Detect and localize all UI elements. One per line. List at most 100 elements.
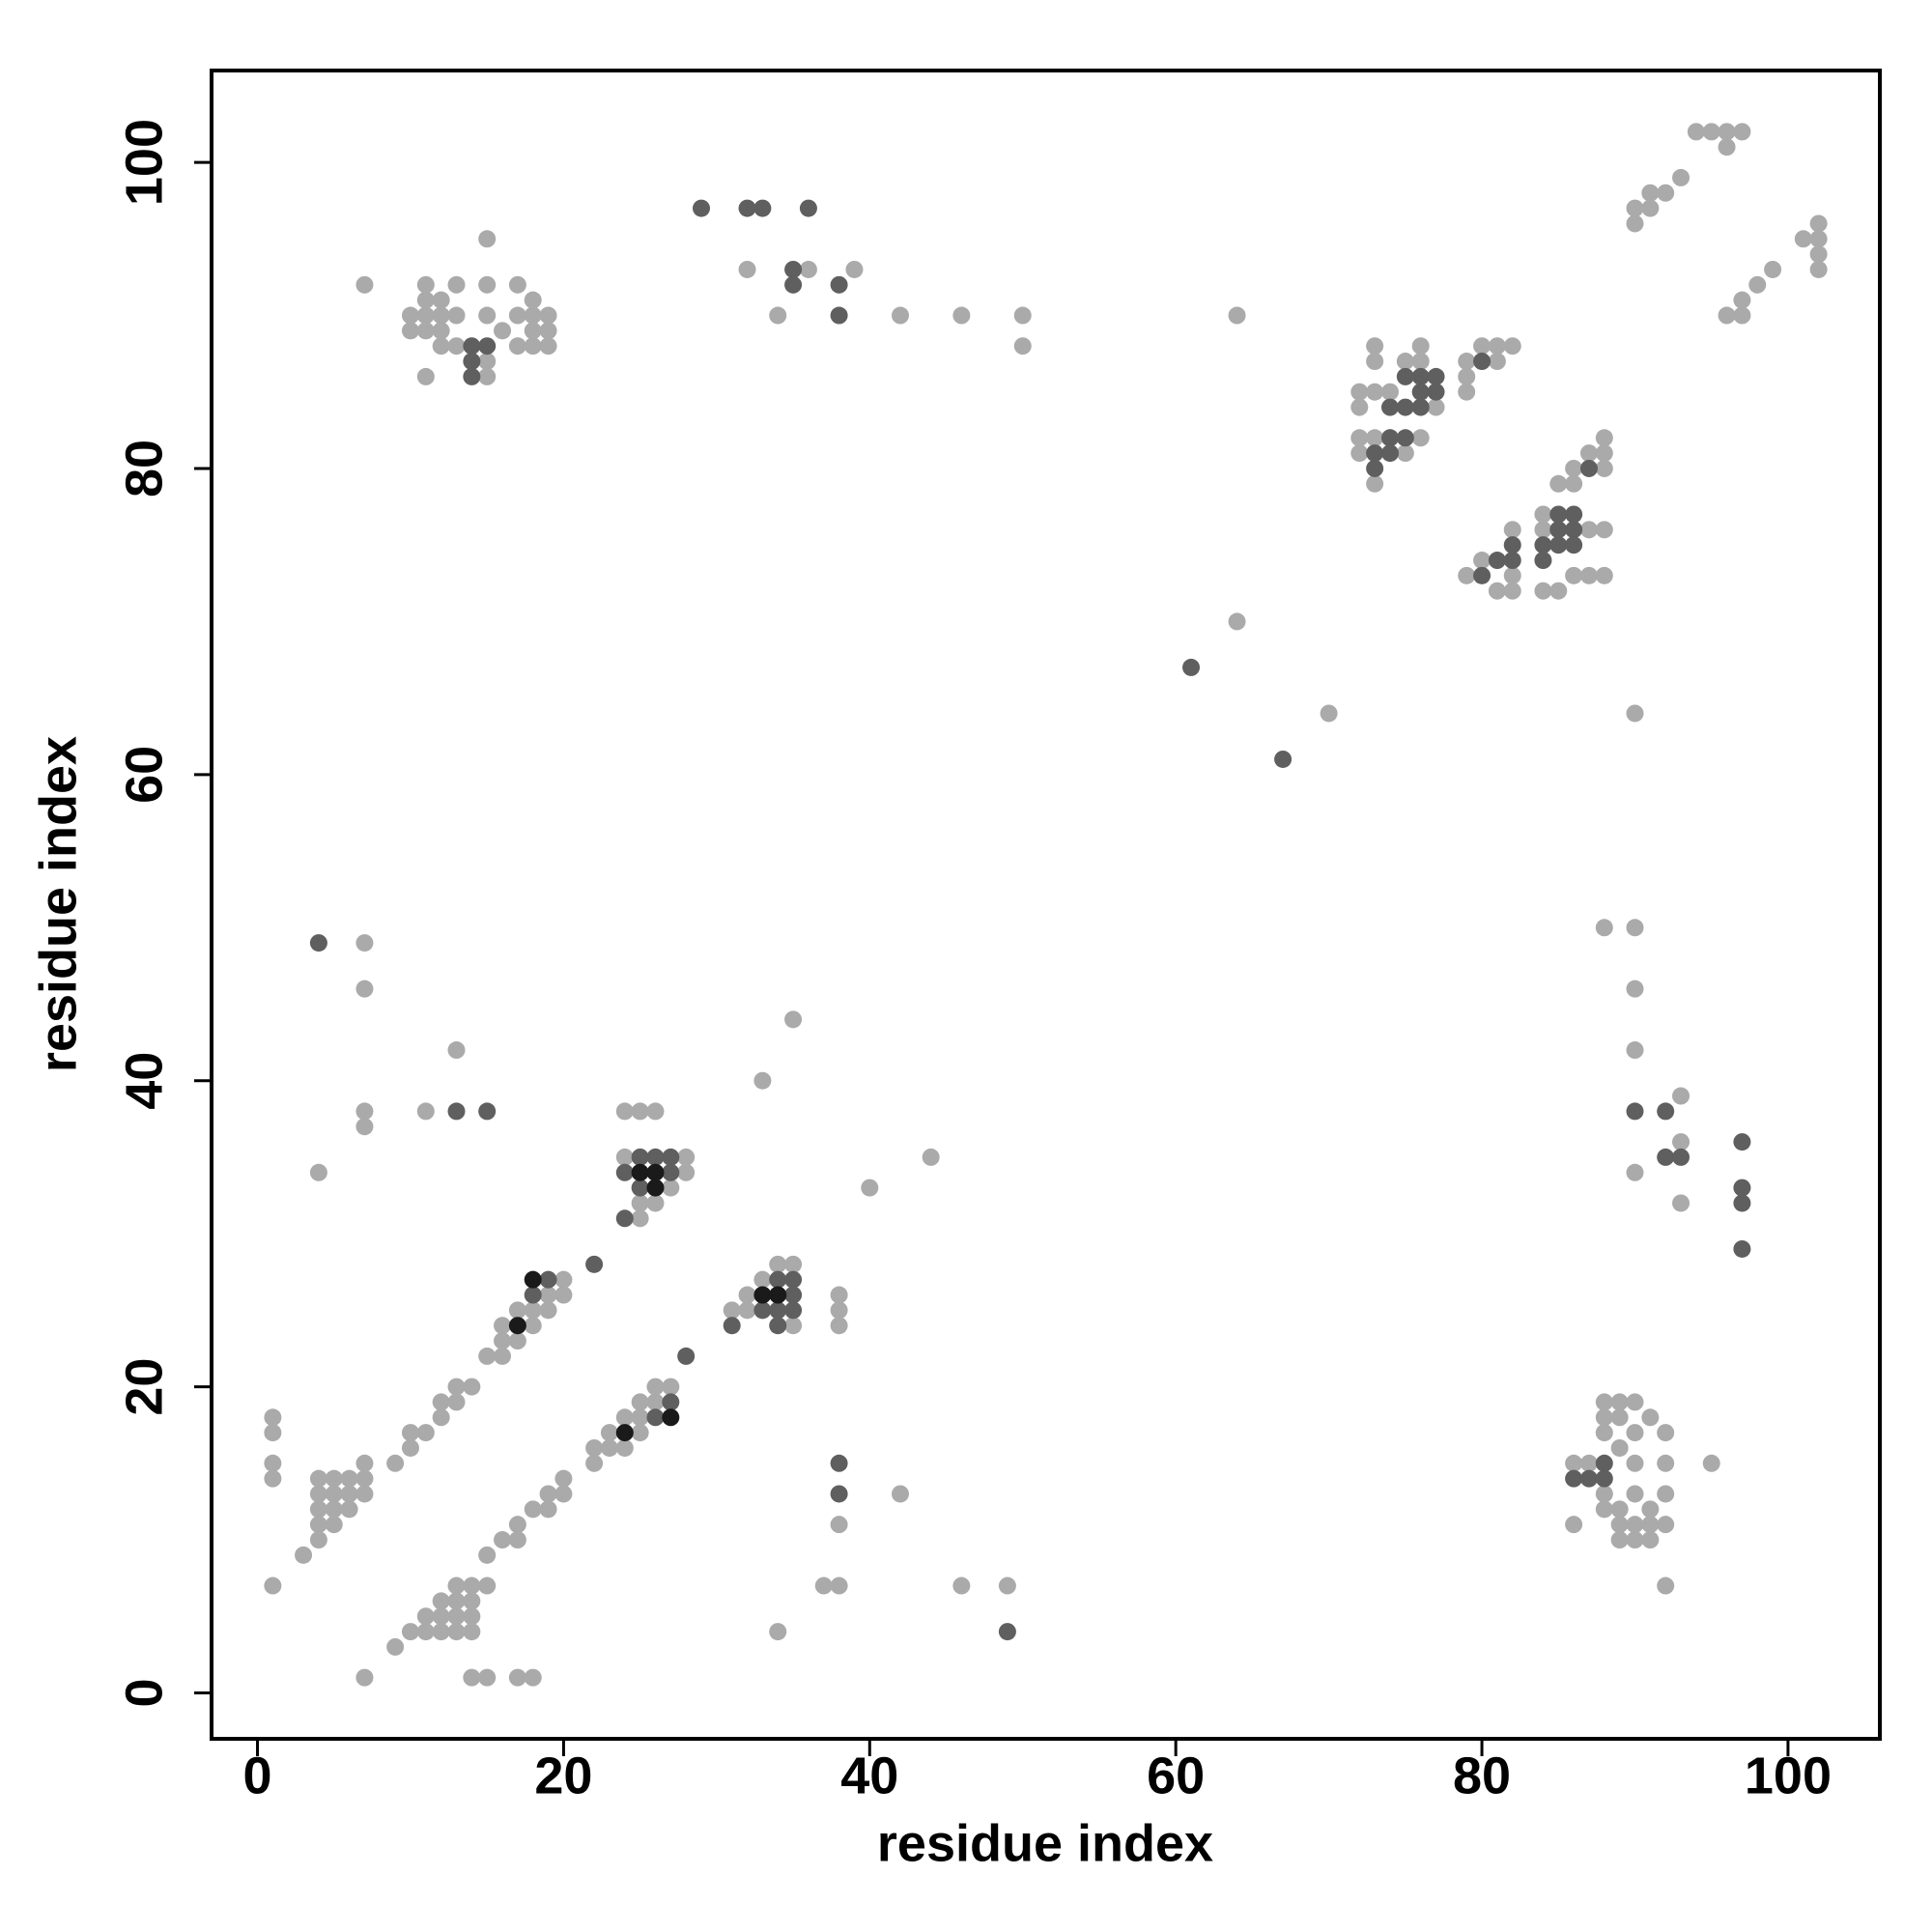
contact-point: [1672, 168, 1690, 186]
contact-point: [799, 199, 817, 217]
contact-point: [1626, 199, 1644, 217]
contact-point: [355, 275, 374, 294]
contact-point: [539, 1286, 557, 1304]
contact-point: [1733, 1133, 1751, 1151]
contact-point: [1610, 1516, 1629, 1534]
contact-point: [646, 1102, 665, 1121]
contact-point: [631, 1393, 649, 1411]
contact-point: [585, 1438, 604, 1457]
contact-point: [1549, 505, 1568, 524]
contact-point: [264, 1424, 282, 1442]
contact-point: [1427, 383, 1445, 401]
contact-point: [1626, 1393, 1644, 1411]
contact-point: [309, 1531, 327, 1549]
contact-point: [1657, 1454, 1675, 1472]
contact-point: [524, 1668, 542, 1687]
contact-point: [631, 1163, 649, 1181]
contact-point: [1641, 1408, 1660, 1427]
contact-point: [432, 306, 450, 325]
contact-point: [432, 1408, 450, 1427]
contact-point: [1396, 444, 1414, 463]
contact-point: [355, 1668, 374, 1687]
contact-point: [784, 1317, 803, 1335]
contact-point: [738, 1286, 756, 1304]
contact-point: [1380, 383, 1399, 401]
contact-point: [539, 1270, 557, 1289]
contact-point: [1411, 367, 1430, 385]
contact-point: [264, 1469, 282, 1488]
contact-point: [1595, 429, 1613, 447]
contact-point: [447, 275, 466, 294]
contact-point: [1610, 1393, 1629, 1411]
contact-point: [325, 1516, 343, 1534]
contact-point: [508, 275, 526, 294]
contact-point: [401, 322, 419, 340]
contact-point: [1565, 459, 1583, 477]
contact-point: [1657, 184, 1675, 202]
contact-point: [1595, 1454, 1613, 1472]
contact-point: [494, 1317, 512, 1335]
contact-point: [1458, 566, 1476, 584]
contact-point: [784, 1255, 803, 1273]
y-tick-label: 0: [115, 1678, 173, 1707]
contact-point: [478, 1347, 497, 1365]
contact-point: [478, 367, 497, 385]
contact-point: [1366, 383, 1384, 401]
contact-point: [1672, 1194, 1690, 1212]
contact-point: [1366, 444, 1384, 463]
contact-point: [1396, 367, 1414, 385]
contact-point: [1733, 291, 1751, 309]
contact-point: [340, 1485, 358, 1503]
contact-point: [463, 1623, 481, 1641]
contact-point: [738, 1301, 756, 1320]
contact-point: [1411, 383, 1430, 401]
contact-point: [631, 1148, 649, 1166]
contact-point: [1549, 582, 1568, 600]
contact-point: [1610, 1500, 1629, 1519]
contact-point: [524, 306, 542, 325]
contact-point: [845, 260, 864, 278]
contact-point: [646, 1408, 665, 1427]
contact-point: [309, 1516, 327, 1534]
contact-point: [524, 1500, 542, 1519]
contact-point: [463, 1378, 481, 1396]
contact-point: [539, 1301, 557, 1320]
contact-point: [1503, 582, 1521, 600]
contact-point: [264, 1577, 282, 1595]
contact-point: [355, 1469, 374, 1488]
contact-point: [1411, 353, 1430, 371]
contact-point: [1411, 429, 1430, 447]
contact-point: [1565, 566, 1583, 584]
contact-point: [432, 291, 450, 309]
contact-point: [401, 306, 419, 325]
contact-point: [723, 1317, 741, 1335]
contact-point: [1534, 582, 1552, 600]
contact-point: [1595, 566, 1613, 584]
contact-point: [830, 1317, 848, 1335]
contact-point: [355, 1485, 374, 1503]
contact-point: [1380, 429, 1399, 447]
contact-point: [600, 1424, 618, 1442]
contact-point: [478, 1668, 497, 1687]
contact-point: [508, 1531, 526, 1549]
contact-point: [355, 980, 374, 998]
contact-point: [524, 337, 542, 355]
contact-point: [1380, 398, 1399, 416]
contact-point: [1610, 1531, 1629, 1549]
contact-point: [615, 1163, 634, 1181]
contact-point: [1350, 398, 1369, 416]
contact-point: [1427, 367, 1445, 385]
contact-point: [1411, 337, 1430, 355]
contact-point: [463, 1607, 481, 1626]
contact-point: [1641, 184, 1660, 202]
contact-point: [1503, 337, 1521, 355]
contact-point: [1320, 704, 1338, 723]
contact-point: [1595, 1393, 1613, 1411]
contact-point: [524, 322, 542, 340]
contact-point: [1626, 980, 1644, 998]
contact-point: [1718, 306, 1736, 325]
contact-point: [646, 1378, 665, 1396]
contact-point: [432, 1393, 450, 1411]
contact-point: [1657, 1577, 1675, 1595]
contact-point: [784, 1286, 803, 1304]
